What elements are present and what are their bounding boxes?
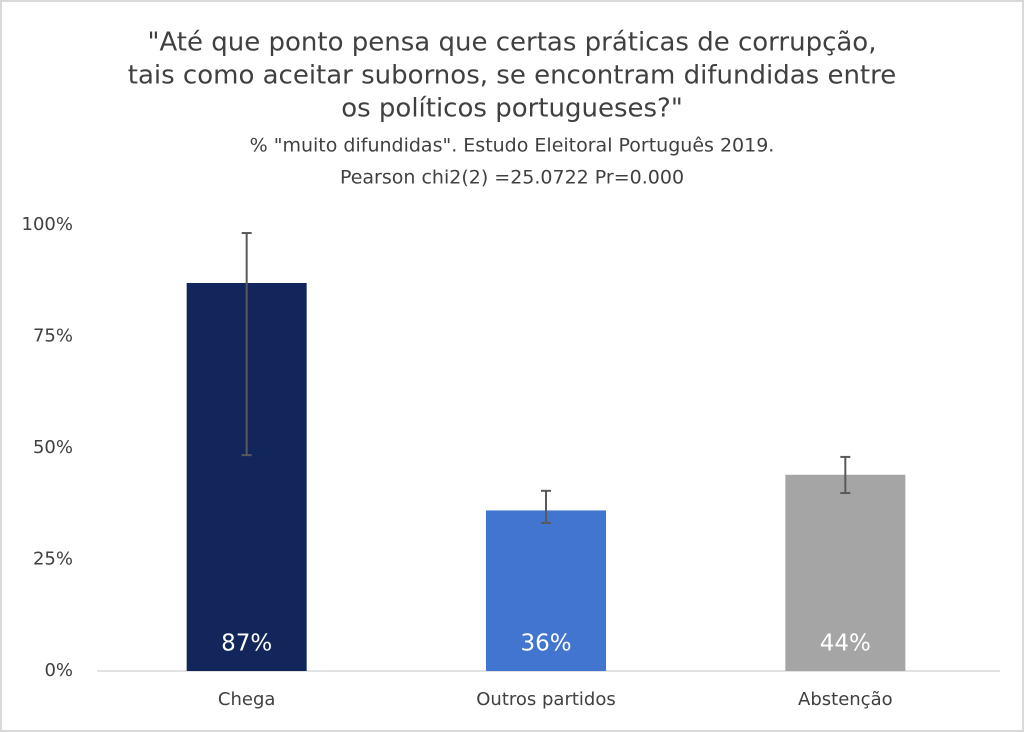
error-bar <box>840 455 851 495</box>
x-tick-label: Outros partidos <box>476 689 615 710</box>
chart-title: os políticos portugueses?" <box>341 94 683 124</box>
x-tick-label: Chega <box>218 689 276 710</box>
y-tick-label: 75% <box>33 326 73 347</box>
error-bar <box>241 232 252 457</box>
chart-title: "Até que ponto pensa que certas práticas… <box>148 28 877 58</box>
y-tick-label: 0% <box>44 660 73 681</box>
value-label: 36% <box>520 631 571 657</box>
y-tick-label: 100% <box>22 214 73 235</box>
bar <box>486 510 606 671</box>
chart-subtitle: Pearson chi2(2) =25.0722 Pr=0.000 <box>340 167 684 189</box>
y-tick-label: 50% <box>33 437 73 458</box>
chart-title: tais como aceitar subornos, se encontram… <box>128 61 897 91</box>
bar <box>785 474 906 671</box>
y-tick-label: 25% <box>33 549 73 570</box>
error-bar <box>541 489 551 524</box>
x-tick-label: Abstenção <box>798 689 893 710</box>
value-label: 87% <box>221 631 272 657</box>
chart-subtitle: % "muito difundidas". Estudo Eleitoral P… <box>250 135 775 157</box>
value-label: 44% <box>820 631 871 657</box>
